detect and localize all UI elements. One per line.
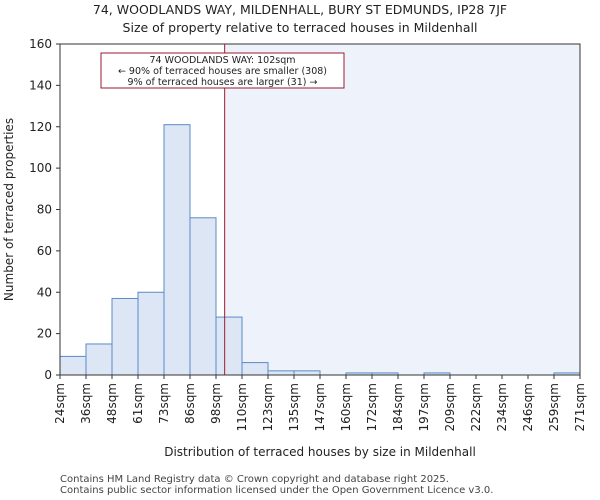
annotation-box [100,52,345,89]
bar-48sqm [111,297,139,376]
y-tick-label-60: 60 [37,244,52,258]
x-tick-label-61sqm: 61sqm [131,383,145,424]
x-tick-label-147sqm: 147sqm [313,383,327,431]
x-tick-label-110sqm: 110sqm [235,383,249,431]
x-tick-label-246sqm: 246sqm [521,383,535,431]
x-tick-label-160sqm: 160sqm [339,383,353,431]
bar-24sqm [59,355,87,376]
x-tick-label-172sqm: 172sqm [365,383,379,431]
annotation-line-2: ← 90% of terraced houses are smaller (30… [118,66,327,77]
bar-98sqm [215,316,243,376]
x-tick-label-36sqm: 36sqm [79,383,93,424]
x-tick-label-271sqm: 271sqm [573,383,587,431]
x-tick-label-197sqm: 197sqm [417,383,431,431]
footer-licence: Contains public sector information licen… [60,485,494,496]
y-tick-label-120: 120 [29,120,52,134]
x-tick-label-184sqm: 184sqm [391,383,405,431]
annotation-line-3: 9% of terraced houses are larger (31) → [128,77,318,88]
x-tick-label-86sqm: 86sqm [183,383,197,424]
bar-135sqm [293,370,321,376]
bar-61sqm [137,291,165,376]
x-tick-label-98sqm: 98sqm [209,383,223,424]
chart-title: 74, WOODLANDS WAY, MILDENHALL, BURY ST E… [92,2,508,17]
y-tick-label-80: 80 [37,203,52,217]
plot-area: 0 20 40 60 80 100 120 140 160 24sqm 36sqm 48sqm 61sq… [2,37,587,459]
y-tick-label-0: 0 [44,368,52,382]
x-tick-label-222sqm: 222sqm [469,383,483,431]
larger-region [224,44,580,375]
y-tick-label-20: 20 [37,327,52,341]
x-tick-label-123sqm: 123sqm [261,383,275,431]
bar-36sqm [85,343,113,376]
x-tick-label-234sqm: 234sqm [495,383,509,431]
bar-110sqm [241,362,269,376]
bar-86sqm [189,217,217,376]
bar-73sqm [163,124,191,376]
x-tick-label-24sqm: 24sqm [53,383,67,424]
y-tick-label-160: 160 [29,37,52,51]
x-axis-label: Distribution of terraced houses by size … [164,445,476,459]
y-tick-label-140: 140 [29,78,52,92]
chart-subtitle: Size of property relative to terraced ho… [122,20,478,35]
x-tick-label-209sqm: 209sqm [443,383,457,431]
bar-123sqm [267,370,295,376]
y-axis-label: Number of terraced properties [2,118,16,301]
y-tick-label-40: 40 [37,285,52,299]
x-tick-label-259sqm: 259sqm [547,383,561,431]
x-tick-label-48sqm: 48sqm [105,383,119,424]
footer-copyright: Contains HM Land Registry data © Crown c… [60,474,449,485]
x-tick-label-73sqm: 73sqm [157,383,171,424]
annotation-line-1: 74 WOODLANDS WAY: 102sqm [149,55,295,66]
y-tick-label-100: 100 [29,161,52,175]
x-tick-label-135sqm: 135sqm [287,383,301,431]
